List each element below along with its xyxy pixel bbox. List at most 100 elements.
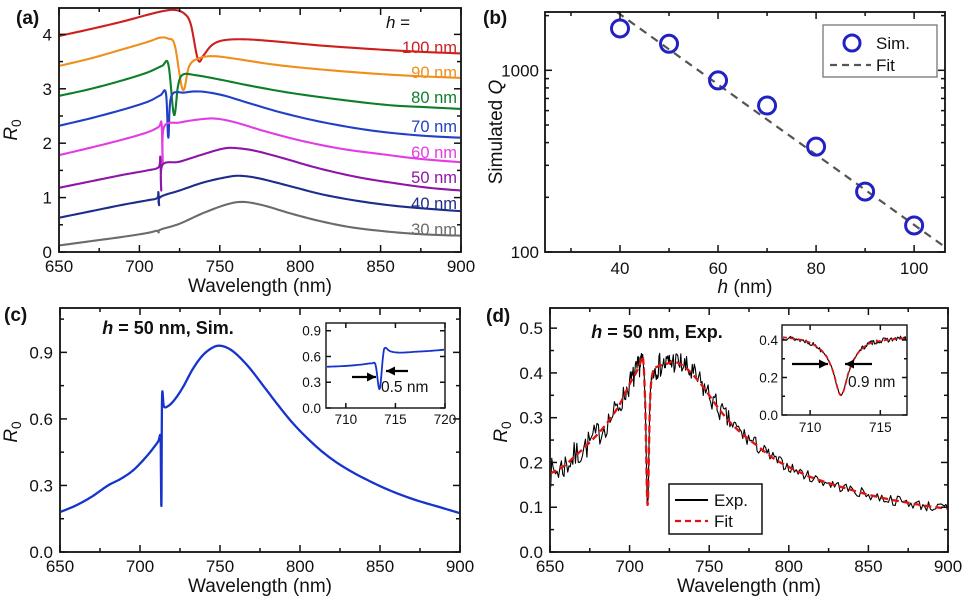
inset-x-tick-label: 710 [335,412,358,427]
x-tick-label: 800 [286,257,314,276]
inset-x-tick-label: 710 [799,420,822,435]
y-axis-title: Simulated Q [486,80,507,185]
panel-d-curves [551,352,947,512]
x-tick-label: 750 [206,557,234,576]
panel-label-d: (d) [486,306,510,327]
inset-x-tick-label: 715 [869,420,892,435]
x-tick-label: 700 [125,257,153,276]
x-tick-label: 60 [709,259,728,278]
axes-frame [325,322,446,409]
legend-sim-marker [842,33,862,53]
y-tick-label: 0.4 [519,364,543,383]
x-tick-label: 800 [286,557,314,576]
legend-exp-label: Exp. [714,491,748,510]
inset-x-tick-label: 715 [384,412,407,427]
fit-line [616,11,945,247]
inset-curve-group [783,335,906,397]
y-tick-label: 0.0 [519,543,543,562]
inset-y-tick-label: 0.9 [302,324,321,339]
panel-c: 650 700 750 800 850 900 0.0 0.3 0.6 0.9 Wavelength… [1,305,474,597]
panel-label-c: (c) [4,305,27,326]
spectrum-curve-60nm [60,117,460,165]
series-label: 40 nm [411,195,457,213]
x-tick-label: 850 [854,557,882,576]
arrow-head [386,366,395,376]
sim-data-point [659,33,680,54]
panel-a: 650 700 750 800 850 900 0 1 2 3 4 Wavelength (nm) R0… [1,7,475,297]
x-tick-label: 700 [615,557,643,576]
series-label: 80 nm [411,89,457,107]
spectrum-curve-80nm [60,59,460,117]
series-label: 100 nm [402,39,457,57]
sim-data-point [855,181,876,202]
axes-frame [544,11,946,253]
inset-sim-curve [327,346,444,391]
x-tick-label: 650 [46,557,74,576]
legend-fit-label: Fit [876,56,895,75]
inset-y-tick-label: 0.0 [759,408,778,423]
x-tick-label: 750 [206,257,234,276]
y-tick-label: 0.2 [519,453,543,472]
y-tick-label: 0.3 [29,476,53,495]
inset-y-tick-label: 0.3 [302,375,321,390]
panel-c-curve [61,344,459,515]
y-tick-label: 0.1 [519,498,543,517]
x-tick-label: 800 [775,557,803,576]
x-tick-label: 750 [695,557,723,576]
linewidth-annotation: 0.9 nm [848,374,895,391]
inset-curve-group [327,346,444,391]
spectrum-curve-50nm [60,146,460,192]
sim-data-point [757,95,778,116]
spectrum-curve-100nm [60,9,460,63]
spectrum-curve-30nm [60,200,460,247]
y-tick-label: 0.5 [519,319,543,338]
y-axis-title: R0 [491,421,514,443]
arrow-head [845,359,854,369]
arrow-head [367,372,376,382]
panel-label-a: (a) [16,8,39,29]
y-tick-label: 100 [511,243,539,262]
x-tick-label: 650 [536,557,564,576]
axes-frame [781,324,908,416]
inset-y-tick-label: 0.0 [302,401,321,416]
arrow-head [819,359,828,369]
x-axis-title: h (nm) [718,277,773,298]
series-label: 70 nm [411,118,457,136]
sim-data-point [806,136,827,157]
inset-fit-curve [783,336,906,397]
y-tick-label: 0.0 [29,543,53,562]
panel-label-b: (b) [483,8,507,29]
fit-spectrum-curve [551,355,947,510]
x-tick-label: 850 [366,257,394,276]
panel-b: 40 60 80 100 100 1000 h (nm) Simulated Q (b) Sim.… [483,8,946,298]
sim-data-point [610,18,630,39]
x-tick-label: 850 [366,557,394,576]
series-label: 60 nm [411,144,457,162]
panel-d: 650 700 750 800 850 900 0.0 0.1 0.2 0.3 0.4 0.5 Wave… [486,306,962,597]
panel-a-curves [60,9,460,247]
series-label: 30 nm [411,221,457,239]
legend-d: Exp. Fit [668,483,763,535]
y-axis-title: R0 [1,119,24,141]
y-tick-label: 0.3 [519,409,543,428]
series-label: 50 nm [411,169,457,187]
inset-y-tick-label: 0.6 [302,349,321,364]
x-tick-label: 650 [45,257,73,276]
y-tick-label: 3 [43,80,52,99]
y-tick-label: 4 [43,25,52,44]
spectrum-curve-40nm [60,174,460,219]
exp-spectrum-curve [551,352,947,512]
sim-data-point [708,70,729,91]
x-tick-label: 40 [611,259,630,278]
x-tick-label: 900 [934,557,962,576]
x-tick-label: 900 [447,257,475,276]
inset-bg [782,325,907,415]
inset-y-tick-label: 0.2 [759,371,778,386]
y-tick-label: 0 [43,243,52,262]
legend-fit-label: Fit [714,512,733,531]
y-axis-title: R0 [1,421,24,443]
x-tick-label: 900 [446,557,474,576]
panel-d-title: h = 50 nm, Exp. [591,322,723,342]
legend-box [668,483,763,535]
